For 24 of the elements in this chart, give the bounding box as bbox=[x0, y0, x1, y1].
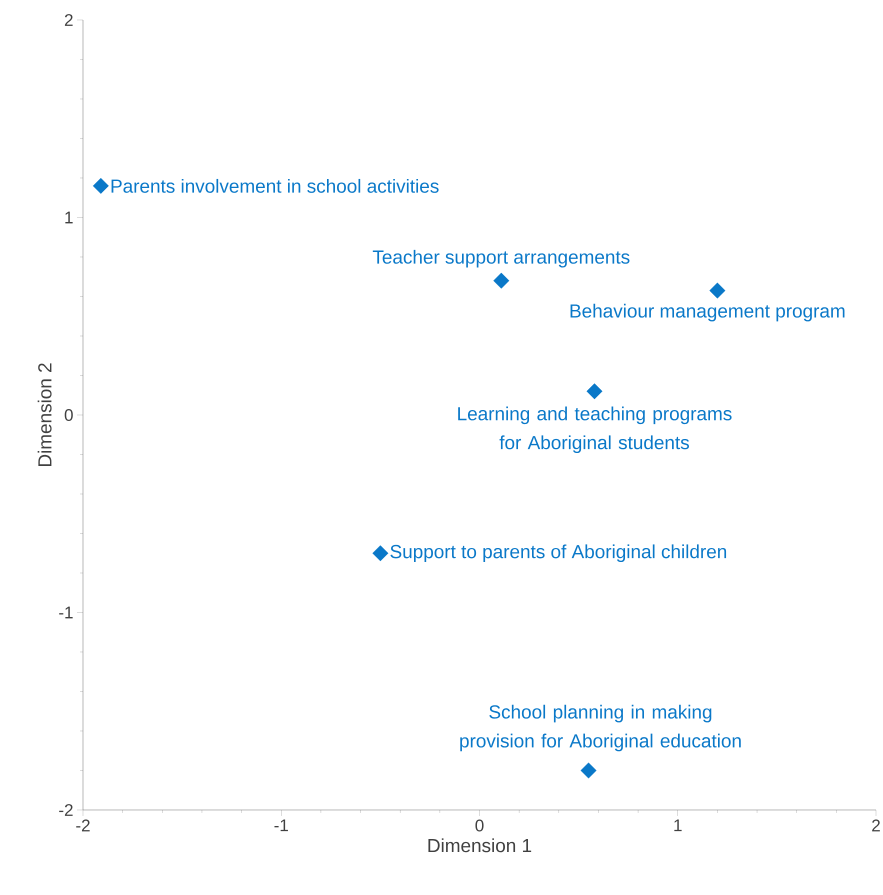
annotation: Support to parents of Aboriginal children bbox=[390, 544, 726, 562]
point bbox=[92, 178, 109, 194]
point bbox=[580, 762, 597, 778]
y-tick-label: 2 bbox=[64, 14, 73, 26]
y-tick-label: -2 bbox=[59, 804, 73, 816]
y-tick-label: -1 bbox=[59, 606, 73, 618]
x-tick-label: 1 bbox=[674, 820, 682, 832]
x-tick-label: 2 bbox=[872, 820, 880, 832]
y-tick-label: 1 bbox=[65, 212, 73, 224]
y-axis-title: Dimension 2 bbox=[38, 363, 52, 466]
point bbox=[493, 272, 510, 289]
point bbox=[709, 282, 726, 299]
annotation: Learning and teaching programs for Aboriginal students bbox=[458, 406, 732, 454]
x-tick-label: 0 bbox=[475, 820, 484, 832]
y-tick-label: 0 bbox=[64, 408, 73, 421]
annotation: Parents involvement in school activities bbox=[112, 178, 439, 193]
annotation: Behaviour management program bbox=[570, 304, 844, 322]
annotation: Teacher support arrangements bbox=[372, 250, 630, 268]
x-tick-label: -2 bbox=[76, 820, 90, 832]
x-axis-title: Dimension 1 bbox=[428, 838, 532, 852]
point bbox=[586, 383, 602, 400]
point bbox=[372, 545, 388, 562]
x-tick-label: -1 bbox=[274, 820, 288, 832]
annotation: School planning in making provision for Aboriginal education bbox=[460, 704, 741, 752]
